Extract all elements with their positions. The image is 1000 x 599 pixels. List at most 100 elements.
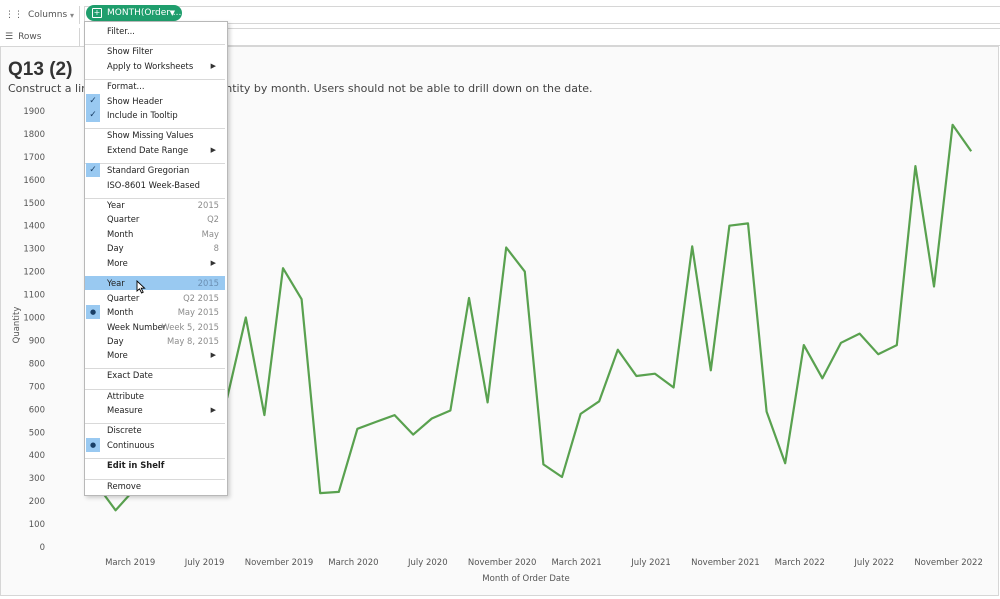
bullet-icon: ● [86,438,100,452]
menu-item-week-number[interactable]: Week Number Week 5, 2015 [85,320,225,334]
menu-item-day[interactable]: Day May 8, 2015 [85,334,225,348]
y-tick-label: 1500 [23,199,45,209]
x-tick-label: March 2022 [775,558,825,568]
menu-item-label: Discrete [107,425,142,435]
menu-item-extend-date-range[interactable]: Extend Date Range ▶ [85,143,225,157]
menu-item-sample-value: 8 [213,243,219,253]
x-axis: March 2019 July 2019 November 2019 March 20… [105,558,983,568]
x-tick-label: July 2020 [407,558,448,568]
menu-item-label: ISO-8601 Week-Based [107,180,200,190]
menu-item-quarter[interactable]: Quarter Q2 2015 [85,291,225,305]
menu-item-more[interactable]: More ▶ [85,256,225,270]
submenu-arrow-icon: ▶ [210,146,216,154]
y-tick-label: 600 [29,405,45,415]
columns-shelf-label: ⋮⋮ Columns ▾ [2,6,80,24]
menu-item-label: Show Missing Values [107,130,194,140]
x-tick-label: November 2019 [245,558,314,568]
menu-item-year[interactable]: Year 2015 [85,198,225,212]
menu-item-format[interactable]: Format... [85,79,225,93]
menu-item-month[interactable]: ● Month May 2015 [85,305,225,319]
menu-item-discrete[interactable]: Discrete [85,423,225,437]
menu-item-sample-value: May [201,229,219,239]
quantity-series-line[interactable] [96,123,973,512]
menu-item-label: Quarter [107,214,140,224]
y-tick-label: 1000 [23,314,45,324]
menu-item-apply-to-worksheets[interactable]: Apply to Worksheets ▶ [85,59,225,73]
menu-item-edit-in-shelf[interactable]: Edit in Shelf [85,458,225,472]
rows-shelf[interactable]: ☰ Rows [0,26,1000,48]
y-tick-label: 800 [29,359,45,369]
menu-separator [85,198,225,199]
menu-item-label: Month [107,307,134,317]
menu-item-label: Remove [107,481,141,491]
checkmark-icon: ✓ [86,94,100,108]
expand-plus-icon[interactable]: + [92,8,102,18]
menu-item-label: Year [107,278,125,288]
submenu-arrow-icon: ▶ [210,406,216,414]
x-tick-label: July 2019 [184,558,225,568]
menu-item-remove[interactable]: Remove [85,479,225,493]
menu-item-sample-value: May 2015 [177,307,219,317]
menu-item-continuous[interactable]: ● Continuous [85,438,225,452]
month-order-date-pill[interactable]: + MONTH(Order ... ▼ [86,5,182,21]
menu-item-label: Month [107,229,134,239]
menu-separator [85,458,225,459]
menu-item-label: Quarter [107,293,140,303]
y-tick-label: 1600 [23,176,45,186]
menu-item-label: Include in Tooltip [107,110,178,120]
menu-item-label: Filter... [107,26,135,36]
columns-shelf[interactable]: ⋮⋮ Columns ▾ [0,4,1000,26]
menu-item-sample-value: Week 5, 2015 [161,322,219,332]
checkmark-icon: ✓ [86,108,100,122]
menu-item-iso-8601-week-based[interactable]: ISO-8601 Week-Based [85,178,225,192]
mouse-pointer-icon [136,280,146,294]
menu-item-exact-date[interactable]: Exact Date [85,368,225,382]
menu-item-sample-value: 2015 [197,278,219,288]
menu-separator [85,389,225,390]
menu-item-label: Day [107,336,124,346]
columns-shelf-dropzone[interactable] [84,6,1000,24]
x-tick-label: July 2022 [853,558,894,568]
menu-item-more[interactable]: More ▶ [85,348,225,362]
y-tick-label: 500 [29,428,45,438]
menu-item-include-in-tooltip[interactable]: ✓ Include in Tooltip [85,108,225,122]
menu-item-year[interactable]: Year 2015 [85,276,225,290]
y-axis: 0 100 200 300 400 500 600 700 800 900 1000 1100 1200… [23,107,45,553]
y-tick-label: 400 [29,451,45,461]
y-tick-label: 1900 [23,107,45,117]
menu-item-label: Day [107,243,124,253]
menu-item-label: Standard Gregorian [107,165,190,175]
y-tick-label: 700 [29,382,45,392]
y-tick-label: 900 [29,336,45,346]
rows-shelf-label: ☰ Rows [2,28,80,46]
menu-item-sample-value: Q2 [207,214,219,224]
menu-item-label: Show Header [107,96,163,106]
chevron-down-icon[interactable]: ▾ [69,10,74,20]
menu-item-label: Format... [107,81,145,91]
menu-item-standard-gregorian[interactable]: ✓ Standard Gregorian [85,163,225,177]
menu-item-show-filter[interactable]: Show Filter [85,44,225,58]
columns-icon: ⋮⋮ [5,10,23,20]
menu-separator [85,423,225,424]
menu-item-label: Extend Date Range [107,145,189,155]
menu-item-filter[interactable]: Filter... [85,24,225,38]
menu-item-label: Exact Date [107,370,153,380]
menu-item-measure[interactable]: Measure ▶ [85,403,225,417]
menu-item-day[interactable]: Day 8 [85,241,225,255]
y-tick-label: 200 [29,497,45,507]
menu-item-show-missing-values[interactable]: Show Missing Values [85,128,225,142]
data-points [96,124,972,511]
menu-item-quarter[interactable]: Quarter Q2 [85,212,225,226]
menu-item-month[interactable]: Month May [85,227,225,241]
menu-item-label: More [107,350,128,360]
x-tick-label: March 2019 [105,558,155,568]
menu-item-show-header[interactable]: ✓ Show Header [85,94,225,108]
menu-separator [85,368,225,369]
x-tick-label: November 2022 [914,558,983,568]
y-tick-label: 300 [29,474,45,484]
x-tick-label: March 2020 [328,558,378,568]
menu-item-attribute[interactable]: Attribute [85,389,225,403]
pill-dropdown-icon[interactable]: ▼ [169,9,175,17]
y-tick-label: 0 [40,543,45,553]
